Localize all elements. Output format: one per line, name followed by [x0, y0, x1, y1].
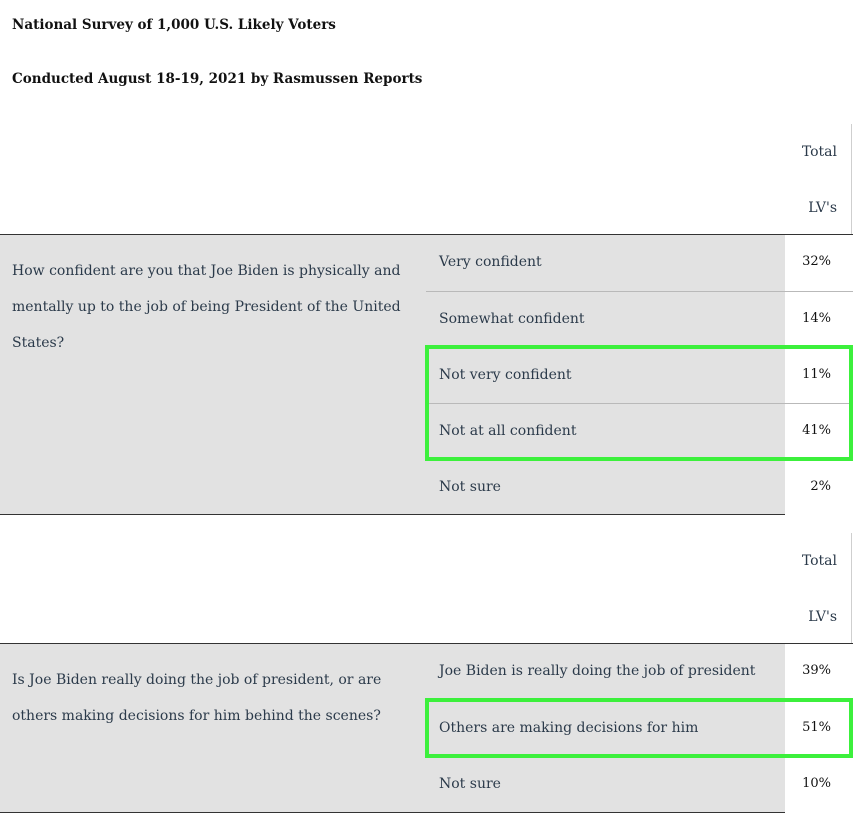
answer-value: 14%: [802, 311, 831, 326]
answer-row: Not sure 2%: [426, 459, 853, 516]
column-header-line-1: Total: [801, 553, 837, 569]
answer-row: Not very confident 11%: [426, 347, 853, 404]
column-header-line-2: LV's: [808, 200, 837, 216]
answer-value: 2%: [810, 479, 831, 494]
answer-row: Not sure 10%: [426, 756, 853, 813]
answer-label: Others are making decisions for him: [439, 720, 699, 736]
answer-value: 10%: [802, 776, 831, 791]
answer-value: 39%: [802, 663, 831, 678]
answer-row: Others are making decisions for him 51%: [426, 700, 853, 757]
column-header: Total LV's: [0, 533, 853, 644]
answer-value: 32%: [802, 254, 831, 269]
answer-label: Very confident: [439, 254, 542, 270]
question-block: Is Joe Biden really doing the job of pre…: [0, 644, 853, 813]
results-table-2: Total LV's Is Joe Biden really doing the…: [0, 533, 853, 813]
answer-value: 11%: [802, 367, 831, 382]
answer-label: Not very confident: [439, 367, 572, 383]
answer-row: Not at all confident 41%: [426, 403, 853, 460]
survey-title: National Survey of 1,000 U.S. Likely Vot…: [12, 17, 336, 33]
answer-label: Not at all confident: [439, 423, 577, 439]
answer-label: Not sure: [439, 776, 501, 792]
question-text: Is Joe Biden really doing the job of pre…: [12, 672, 382, 724]
answer-row: Very confident 32%: [426, 235, 853, 291]
results-table-1: Total LV's How confident are you that Jo…: [0, 124, 853, 516]
answer-row: Joe Biden is really doing the job of pre…: [426, 644, 853, 700]
column-header-line-2: LV's: [808, 609, 837, 625]
question-text: How confident are you that Joe Biden is …: [12, 263, 401, 351]
answer-label: Somewhat confident: [439, 311, 585, 327]
answer-label: Not sure: [439, 479, 501, 495]
question-block: How confident are you that Joe Biden is …: [0, 235, 853, 516]
survey-subtitle: Conducted August 18-19, 2021 by Rasmusse…: [12, 71, 423, 87]
answer-value: 51%: [802, 720, 831, 735]
answer-value: 41%: [802, 423, 831, 438]
answer-row: Somewhat confident 14%: [426, 291, 853, 348]
column-header-line-1: Total: [801, 144, 837, 160]
column-header: Total LV's: [0, 124, 853, 235]
answer-label: Joe Biden is really doing the job of pre…: [439, 663, 756, 679]
